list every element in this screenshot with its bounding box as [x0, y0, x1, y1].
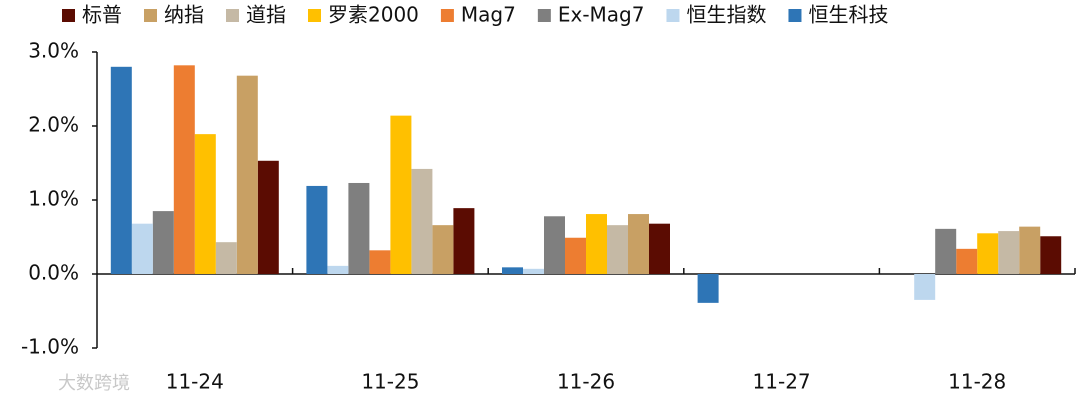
x-tick-label: 11-27 — [753, 370, 811, 394]
x-tick-label: 11-28 — [948, 370, 1006, 394]
x-tick-label: 11-24 — [166, 370, 224, 394]
y-tick-label: 0.0% — [28, 261, 79, 285]
bar — [110, 66, 132, 274]
bar — [236, 75, 258, 275]
bar — [523, 268, 544, 274]
bar — [390, 115, 412, 274]
bar — [411, 168, 433, 274]
y-tick-label: -1.0% — [21, 335, 79, 359]
y-tick-label: 3.0% — [28, 39, 79, 63]
legend-label: Mag7 — [461, 3, 516, 27]
bar — [215, 242, 237, 274]
bar — [369, 250, 391, 274]
legend-swatch — [226, 9, 239, 22]
x-tick-label: 11-25 — [361, 370, 419, 394]
bar — [628, 214, 649, 274]
y-tick-label: 2.0% — [28, 113, 79, 137]
legend-swatch — [440, 9, 454, 22]
bar — [935, 228, 957, 274]
bar — [152, 211, 174, 274]
watermark: 大数跨境 — [58, 373, 130, 394]
bar — [327, 265, 349, 274]
legend-label: 恒生科技 — [808, 3, 888, 27]
bar — [649, 223, 670, 274]
bar — [1019, 226, 1041, 274]
x-tick-label: 11-26 — [557, 370, 615, 394]
legend-swatch — [666, 9, 680, 22]
bar — [565, 237, 586, 274]
bar — [544, 216, 565, 274]
bar — [586, 214, 607, 274]
legend-label: 罗素2000 — [328, 3, 419, 27]
bar — [998, 231, 1020, 274]
legend-label: 道指 — [246, 3, 286, 27]
bar — [607, 225, 628, 274]
bar — [502, 267, 523, 274]
legend-swatch — [537, 9, 551, 22]
bar — [956, 248, 978, 274]
legend-label: Ex-Mag7 — [558, 3, 645, 27]
bar — [977, 233, 999, 274]
legend-swatch — [144, 9, 157, 22]
bar — [1040, 236, 1062, 274]
legend-label: 标普 — [82, 3, 122, 27]
legend-swatch — [62, 9, 75, 22]
legend-swatch — [788, 9, 802, 22]
legend-label: 纳指 — [164, 3, 204, 27]
bar — [306, 185, 328, 274]
bar — [131, 223, 153, 274]
legend-swatch — [308, 9, 321, 22]
y-tick-label: 1.0% — [28, 187, 79, 211]
bar — [257, 160, 279, 274]
bar — [348, 182, 370, 274]
bar — [194, 134, 216, 274]
bar — [173, 65, 195, 274]
legend-label: 恒生指数 — [686, 3, 766, 27]
bar — [453, 208, 475, 274]
bar — [432, 225, 454, 274]
bar — [697, 274, 719, 303]
bar — [914, 274, 936, 300]
